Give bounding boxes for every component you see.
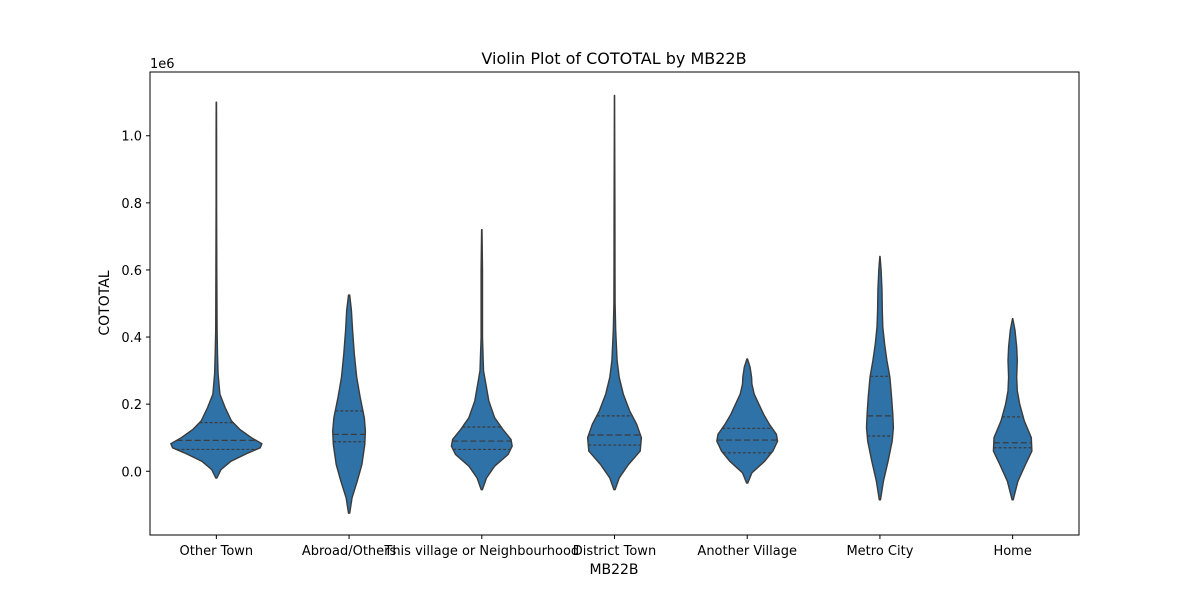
violin-this-village-or-neighbourhood: [450, 229, 513, 491]
violin-metro-city: [865, 255, 895, 501]
y-tick-label: 0.2: [121, 398, 142, 413]
y-offset-label: 1e6: [150, 57, 175, 72]
violin-district-town: [586, 94, 643, 491]
violin-abroad-others: [332, 294, 367, 514]
y-tick-label: 0.0: [121, 465, 142, 480]
y-tick-label: 0.6: [121, 264, 142, 279]
y-tick-label: 0.4: [121, 331, 142, 346]
x-tick-label: Metro City: [846, 544, 913, 559]
x-tick-label: Another Village: [697, 544, 797, 559]
x-axis-label: MB22B: [589, 562, 638, 578]
x-tick-label: Other Town: [180, 544, 254, 559]
y-tick-label: 0.8: [121, 197, 142, 212]
violin-other-town: [170, 101, 263, 479]
x-tick-label: Home: [993, 544, 1031, 559]
violins-layer: [170, 94, 1033, 514]
x-tick-label: This village or Neighbourhood: [383, 544, 579, 559]
y-tick-label: 1.0: [121, 130, 142, 145]
chart-title: Violin Plot of COTOTAL by MB22B: [481, 49, 746, 68]
y-axis: 0.0 0.2 0.4 0.6 0.8 1.0: [121, 130, 150, 480]
x-tick-label: District Town: [573, 544, 656, 559]
violin-home: [992, 317, 1033, 501]
violin-another-village: [716, 358, 779, 484]
y-axis-label: COTOTAL: [97, 270, 113, 335]
x-tick-label: Abroad/Others: [302, 544, 397, 559]
